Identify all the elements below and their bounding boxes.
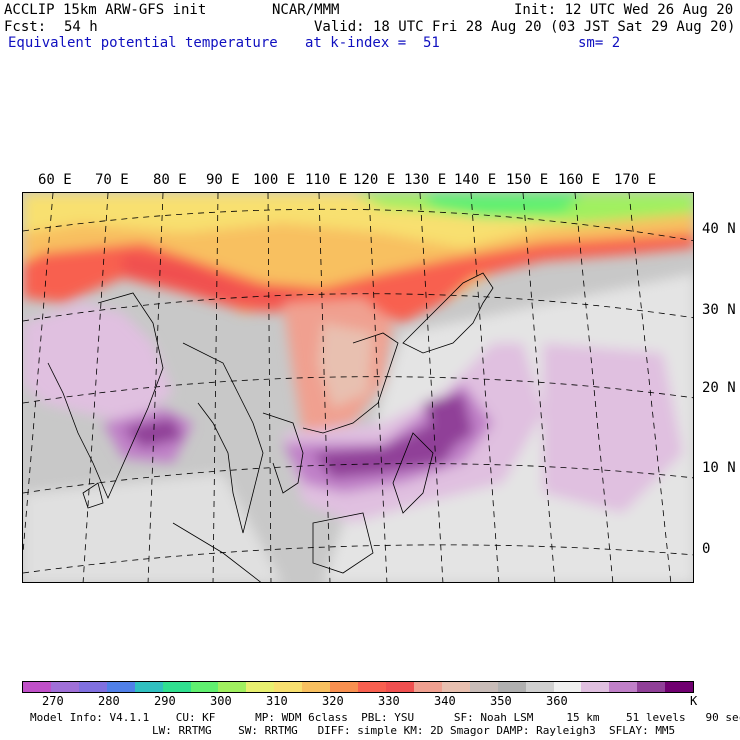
lon-label: 160 E [558,172,601,188]
field-name: Equivalent potential temperature [8,35,278,51]
lon-label: 140 E [454,172,497,188]
colorbar-swatch [441,682,470,692]
colorbar-label: 330 [378,694,400,708]
colorbar-label: 350 [490,694,512,708]
lat-label: 30 N [702,302,736,318]
valid-time: Valid: 18 UTC Fri 28 Aug 20 (03 JST Sat … [314,19,736,35]
lon-label: 130 E [404,172,447,188]
forecast-label: Fcst: [4,19,47,35]
model-info-line1: Model Info: V4.1.1 CU: KF MP: WDM 6class… [30,711,740,724]
model-title: ACCLIP 15km ARW-GFS init [4,2,207,18]
colorbar-swatch [190,682,219,692]
lon-label: 80 E [153,172,187,188]
colorbar-swatch [330,682,359,692]
map-canvas [23,193,693,582]
lon-label: 120 E [353,172,396,188]
colorbar-label: 300 [210,694,232,708]
colorbar-swatch [469,682,498,692]
lon-label: 60 E [38,172,72,188]
colorbar-swatch [50,682,79,692]
colorbar-swatch [525,682,554,692]
lat-label: 20 N [702,380,736,396]
colorbar-swatch [497,682,526,692]
organization-label: NCAR/MMM [272,2,340,18]
colorbar-swatch [134,682,163,692]
lat-label: 40 N [702,221,736,237]
colorbar-label: 280 [98,694,120,708]
colorbar-swatch [274,682,303,692]
colorbar-swatch [609,682,638,692]
colorbar-swatch [106,682,135,692]
colorbar-swatch [358,682,386,692]
graticule [23,193,693,582]
model-info-line2: LW: RRTMG SW: RRTMG DIFF: simple KM: 2D … [152,724,676,737]
colorbar-swatch [385,682,414,692]
theta-e-shading [23,193,693,582]
colorbar-swatch [302,682,331,692]
smoothing-label: sm= 2 [578,35,621,51]
colorbar-swatch [413,682,442,692]
lon-label: 170 E [614,172,657,188]
colorbar-unit: K [690,694,698,708]
coastlines [47,272,494,582]
colorbar-swatch [218,682,247,692]
colorbar-label: 320 [322,694,344,708]
lon-label: 100 E [253,172,296,188]
colorbar-label: 270 [42,694,64,708]
colorbar-swatch [246,682,275,692]
colorbar-swatch [637,682,666,692]
colorbar-swatch [23,682,51,692]
lon-label: 70 E [95,172,129,188]
colorbar-label: 360 [546,694,568,708]
lat-label: 0 [702,541,711,557]
forecast-hours: 54 h [64,19,98,35]
lon-label: 110 E [305,172,348,188]
colorbar-label: 340 [434,694,456,708]
lon-label: 90 E [206,172,240,188]
colorbar-swatch [162,682,191,692]
lon-label: 150 E [506,172,549,188]
colorbar-swatch [665,682,694,692]
colorbar-label: 290 [154,694,176,708]
init-time: Init: 12 UTC Wed 26 Aug 20 [514,2,734,18]
lat-label: 10 N [702,460,736,476]
colorbar-swatch [78,682,107,692]
colorbar [22,681,694,693]
level-label: at k-index = 51 [305,35,440,51]
colorbar-swatch [581,682,610,692]
colorbar-swatch [553,682,582,692]
colorbar-label: 310 [266,694,288,708]
theta-e-map [22,192,694,583]
